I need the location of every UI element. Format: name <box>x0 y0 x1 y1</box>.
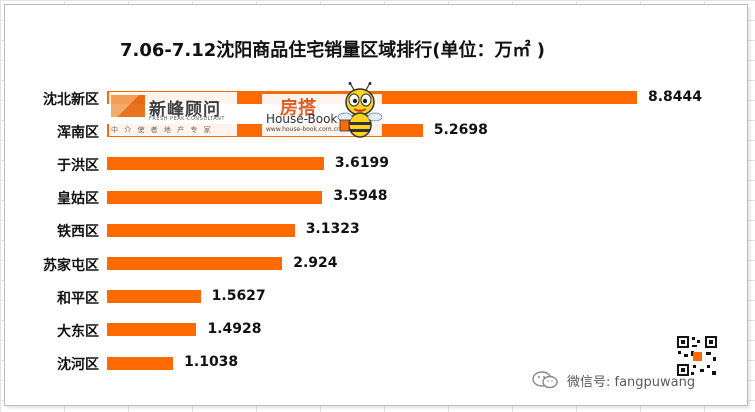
wechat-icon <box>532 371 558 389</box>
category-label: 大东区 <box>57 323 99 340</box>
xinfeng-logo-slogan: 中 介 使 者 地 产 专 家 <box>111 126 213 134</box>
bar[interactable] <box>107 223 295 237</box>
category-label: 于洪区 <box>57 157 99 174</box>
data-label: 5.2698 <box>433 121 488 138</box>
data-label: 1.1038 <box>184 354 239 371</box>
bar[interactable] <box>107 257 283 270</box>
data-label: 3.5948 <box>333 188 388 205</box>
data-label: 3.1323 <box>305 221 360 238</box>
chart-title: 7.06-7.12沈阳商品住宅销量区域排行(单位：万㎡ ) <box>120 40 546 61</box>
bar[interactable] <box>107 157 324 171</box>
data-label: 1.4928 <box>207 320 262 337</box>
data-label: 2.924 <box>293 254 338 271</box>
xinfeng-logo: 新峰顾问 FRESH PEAK CONSULTANT 中 介 使 者 地 产 专… <box>109 92 237 136</box>
category-label: 铁西区 <box>57 224 99 241</box>
bar[interactable] <box>107 356 174 370</box>
xinfeng-logo-mark <box>111 95 145 117</box>
category-label: 苏家屯区 <box>43 257 99 274</box>
bee-mascot-icon <box>337 82 383 138</box>
bar[interactable] <box>107 290 201 304</box>
category-label: 沈河区 <box>57 357 99 374</box>
category-label: 和平区 <box>57 290 99 307</box>
bar[interactable] <box>107 190 323 204</box>
data-label: 8.8444 <box>648 88 703 105</box>
data-label: 1.5627 <box>211 287 266 304</box>
housebook-logo-cn: 房搭 <box>280 98 316 119</box>
data-label: 3.6199 <box>334 154 389 171</box>
category-label: 沈北新区 <box>43 91 99 108</box>
category-label: 皇姑区 <box>57 191 99 208</box>
wechat-id-text: 微信号: fangpuwang <box>567 375 696 390</box>
chart-area[interactable] <box>4 4 748 406</box>
housebook-logo-en: House-Book <box>266 112 338 126</box>
xinfeng-logo-en: FRESH PEAK CONSULTANT <box>149 116 225 122</box>
category-label: 浑南区 <box>57 124 99 141</box>
housebook-logo-url: www.house-book.com.cn <box>266 126 341 133</box>
qr-code-icon <box>676 335 718 377</box>
xinfeng-logo-name: 新峰顾问 <box>149 100 221 120</box>
bar[interactable] <box>107 323 197 337</box>
